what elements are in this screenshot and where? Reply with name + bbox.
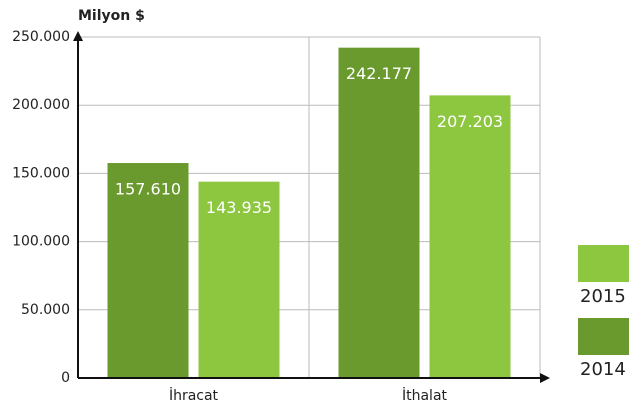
legend-label: 2014 bbox=[580, 359, 626, 380]
bar bbox=[338, 47, 420, 379]
value-label: 207.203 bbox=[437, 112, 503, 131]
y-tick-label: 0 bbox=[61, 370, 70, 386]
value-label: 143.935 bbox=[206, 198, 272, 217]
x-axis-arrow bbox=[540, 373, 550, 383]
legend-swatch bbox=[578, 245, 629, 282]
y-axis-arrow bbox=[73, 31, 83, 41]
legend-swatch bbox=[578, 318, 629, 355]
bar bbox=[198, 181, 280, 378]
x-tick-label: İhracat bbox=[169, 386, 219, 404]
y-tick-label: 50.000 bbox=[21, 302, 70, 318]
y-tick-label: 200.000 bbox=[12, 97, 70, 113]
y-tick-label: 100.000 bbox=[12, 234, 70, 250]
y-axis-label: Milyon $ bbox=[78, 8, 145, 24]
legend-label: 2015 bbox=[580, 286, 626, 307]
value-label: 157.610 bbox=[115, 180, 181, 199]
bar bbox=[107, 163, 189, 378]
y-tick-label: 250.000 bbox=[12, 29, 70, 45]
value-label: 242.177 bbox=[346, 64, 412, 83]
y-tick-label: 150.000 bbox=[12, 165, 70, 181]
x-tick-label: İthalat bbox=[402, 386, 448, 404]
bar bbox=[429, 95, 511, 378]
